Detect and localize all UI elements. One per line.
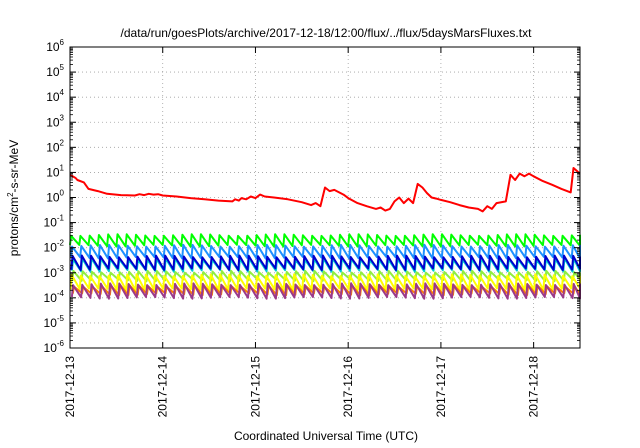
chart-title: /data/run/goesPlots/archive/2017-12-18/1… <box>121 26 533 40</box>
y-tick-exponent: -5 <box>57 314 65 323</box>
y-tick-base: 10 <box>46 191 60 205</box>
y-tick-exponent: -1 <box>57 214 65 223</box>
y-tick-exponent: 4 <box>60 88 65 97</box>
y-tick-label: 10-1 <box>44 214 65 230</box>
y-axis-label-base: protons/cm <box>7 197 21 256</box>
y-tick-base: 10 <box>44 316 58 330</box>
series-line <box>69 243 581 260</box>
y-tick-label: 10-3 <box>44 264 65 280</box>
series-line <box>69 167 581 213</box>
y-tick-base: 10 <box>46 40 60 54</box>
y-tick-label: 100 <box>46 189 64 205</box>
series-line <box>70 254 581 271</box>
grid-lines <box>70 47 580 348</box>
y-axis-label: protons/cm2-s-sr-MeV <box>6 140 21 256</box>
y-tick-label: 10-4 <box>44 289 65 305</box>
y-tick-exponent: 3 <box>60 113 65 122</box>
y-tick-base: 10 <box>44 341 58 355</box>
y-tick-base: 10 <box>46 90 60 104</box>
y-tick-base: 10 <box>46 165 60 179</box>
y-tick-exponent: 0 <box>60 189 65 198</box>
y-tick-exponent: -2 <box>57 239 65 248</box>
y-tick-exponent: 1 <box>60 163 65 172</box>
series-line <box>70 282 581 300</box>
x-tick-label: 2017-12-13 <box>63 356 77 418</box>
y-tick-label: 106 <box>46 38 64 54</box>
y-tick-base: 10 <box>46 140 60 154</box>
y-tick-label: 10-5 <box>44 314 65 330</box>
y-axis-label-rest: -s-sr-MeV <box>7 140 21 193</box>
y-axis-label-exponent: 2 <box>6 192 15 197</box>
y-tick-exponent: -6 <box>57 339 65 348</box>
x-tick-label: 2017-12-14 <box>156 356 170 418</box>
y-tick-label: 104 <box>46 88 64 104</box>
y-tick-base: 10 <box>44 241 58 255</box>
y-tick-labels: 10-610-510-410-310-210-11001011021031041… <box>44 38 65 355</box>
y-tick-exponent: -4 <box>57 289 65 298</box>
y-tick-label: 10-2 <box>44 239 65 255</box>
x-tick-label: 2017-12-18 <box>527 356 541 418</box>
x-tick-label: 2017-12-16 <box>341 356 355 418</box>
y-tick-base: 10 <box>46 65 60 79</box>
y-tick-exponent: -3 <box>57 264 65 273</box>
y-tick-label: 103 <box>46 113 64 129</box>
x-axis-label: Coordinated Universal Time (UTC) <box>234 429 418 443</box>
y-tick-label: 101 <box>46 163 64 179</box>
x-tick-label: 2017-12-15 <box>248 356 262 418</box>
y-tick-exponent: 5 <box>60 63 65 72</box>
y-tick-base: 10 <box>44 216 58 230</box>
y-tick-label: 102 <box>46 138 64 154</box>
y-tick-base: 10 <box>44 266 58 280</box>
y-tick-exponent: 2 <box>60 138 65 147</box>
y-tick-exponent: 6 <box>60 38 65 47</box>
y-tick-base: 10 <box>46 115 60 129</box>
series-lines <box>69 167 581 300</box>
y-tick-label: 105 <box>46 63 64 79</box>
y-tick-label: 10-6 <box>44 339 65 355</box>
y-tick-base: 10 <box>44 291 58 305</box>
series-line <box>69 233 581 248</box>
x-tick-label: 2017-12-17 <box>434 356 448 418</box>
series-line <box>69 273 581 292</box>
axis-ticks <box>69 46 580 349</box>
x-tick-labels: 2017-12-13 2017-12-14 2017-12-15 2017-12-16… <box>63 356 541 418</box>
